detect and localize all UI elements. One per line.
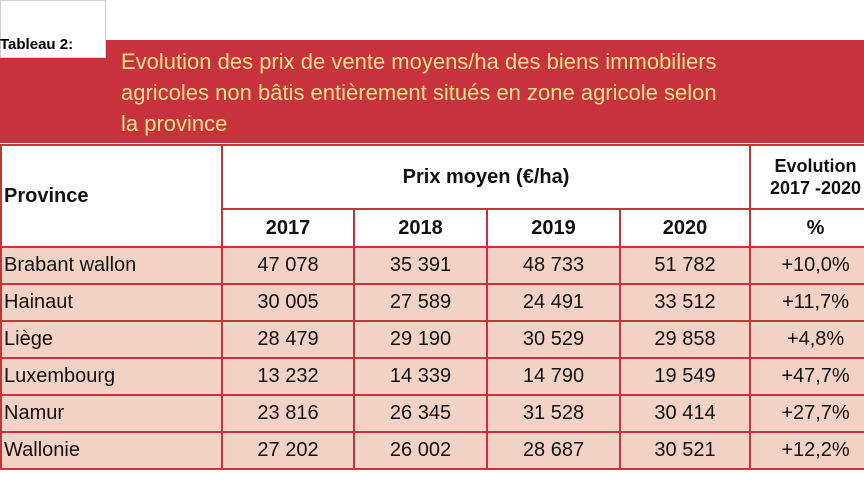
- price-cell: 33 512: [618, 283, 752, 322]
- table-row: Wallonie 27 202 26 002 28 687 30 521 +12…: [0, 431, 864, 470]
- province-name: Wallonie: [0, 431, 223, 470]
- price-cell: 28 687: [486, 431, 621, 470]
- title-band: [0, 40, 864, 143]
- province-header: Province: [0, 144, 223, 248]
- unit-header: %: [749, 208, 864, 248]
- evolution-header: Evolution 2017 -2020: [749, 144, 864, 210]
- table-row: Brabant wallon 47 078 35 391 48 733 51 7…: [0, 246, 864, 285]
- price-cell: 26 002: [353, 431, 488, 470]
- table-title: Evolution des prix de vente moyens/ha de…: [121, 46, 864, 139]
- title-line-1: Evolution des prix de vente moyens/ha de…: [121, 49, 717, 74]
- label-box: [0, 0, 106, 58]
- year-header: 2020: [618, 208, 752, 248]
- price-cell: 48 733: [486, 246, 621, 285]
- price-cell: 23 816: [221, 394, 355, 433]
- table-row: Liège 28 479 29 190 30 529 29 858 +4,8%: [0, 320, 864, 359]
- year-header: 2019: [486, 208, 621, 248]
- evolution-cell: +27,7%: [749, 394, 864, 433]
- price-cell: 19 549: [618, 357, 752, 396]
- price-cell: 28 479: [221, 320, 355, 359]
- title-line-3: la province: [121, 111, 228, 136]
- province-name: Liège: [0, 320, 223, 359]
- price-cell: 51 782: [618, 246, 752, 285]
- price-cell: 26 345: [353, 394, 488, 433]
- evolution-header-line1: Evolution: [774, 156, 857, 176]
- table-row: Luxembourg 13 232 14 339 14 790 19 549 +…: [0, 357, 864, 396]
- evolution-cell: +10,0%: [749, 246, 864, 285]
- price-cell: 29 190: [353, 320, 488, 359]
- price-cell: 30 521: [618, 431, 752, 470]
- price-cell: 14 339: [353, 357, 488, 396]
- province-name: Brabant wallon: [0, 246, 223, 285]
- price-cell: 30 414: [618, 394, 752, 433]
- evolution-cell: +11,7%: [749, 283, 864, 322]
- table-row: Hainaut 30 005 27 589 24 491 33 512 +11,…: [0, 283, 864, 322]
- price-header: Prix moyen (€/ha): [220, 144, 752, 210]
- price-cell: 30 005: [221, 283, 355, 322]
- price-cell: 14 790: [486, 357, 621, 396]
- price-table: Province Prix moyen (€/ha) Evolution 201…: [0, 144, 864, 470]
- province-name: Hainaut: [0, 283, 223, 322]
- price-cell: 13 232: [221, 357, 355, 396]
- price-cell: 27 202: [221, 431, 355, 470]
- price-cell: 27 589: [353, 283, 488, 322]
- price-cell: 30 529: [486, 320, 621, 359]
- price-cell: 31 528: [486, 394, 621, 433]
- price-cell: 47 078: [221, 246, 355, 285]
- price-cell: 29 858: [618, 320, 752, 359]
- evolution-cell: +47,7%: [749, 357, 864, 396]
- year-header: 2017: [221, 208, 355, 248]
- price-cell: 24 491: [486, 283, 621, 322]
- table-label: Tableau 2:: [0, 36, 74, 53]
- table-row: Namur 23 816 26 345 31 528 30 414 +27,7%: [0, 394, 864, 433]
- evolution-cell: +12,2%: [749, 431, 864, 470]
- price-cell: 35 391: [353, 246, 488, 285]
- province-name: Luxembourg: [0, 357, 223, 396]
- province-name: Namur: [0, 394, 223, 433]
- evolution-header-line2: 2017 -2020: [769, 178, 862, 198]
- year-header: 2018: [353, 208, 488, 248]
- evolution-cell: +4,8%: [749, 320, 864, 359]
- title-line-2: agricoles non bâtis entièrement situés e…: [121, 80, 717, 105]
